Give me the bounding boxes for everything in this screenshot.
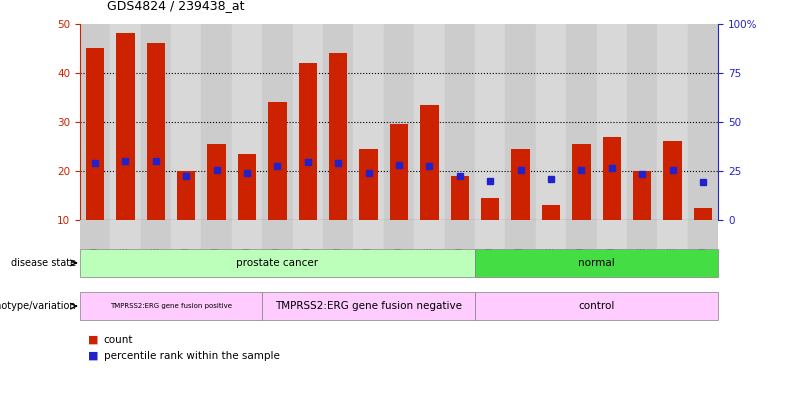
Bar <box>263 220 293 249</box>
Bar <box>323 220 354 249</box>
Bar <box>567 24 597 220</box>
Bar <box>414 220 444 249</box>
Bar <box>627 24 658 220</box>
Text: disease state: disease state <box>10 258 76 268</box>
Bar <box>444 220 475 249</box>
Bar <box>658 24 688 220</box>
Bar <box>293 220 323 249</box>
Bar <box>542 205 560 220</box>
Bar <box>231 24 263 220</box>
Bar <box>80 292 263 320</box>
Text: ■: ■ <box>88 351 98 361</box>
Text: ■: ■ <box>88 335 98 345</box>
Bar <box>597 24 627 220</box>
Bar <box>602 136 621 220</box>
Bar <box>475 24 505 220</box>
Bar <box>688 24 718 220</box>
Bar <box>293 24 323 220</box>
Bar <box>80 220 110 249</box>
Bar <box>171 220 201 249</box>
Bar <box>80 249 475 277</box>
Bar <box>263 24 293 220</box>
Bar <box>177 171 196 220</box>
Bar <box>572 144 591 220</box>
Bar <box>535 220 567 249</box>
Bar <box>658 220 688 249</box>
Text: percentile rank within the sample: percentile rank within the sample <box>104 351 279 361</box>
Bar <box>475 249 718 277</box>
Bar <box>201 24 231 220</box>
Bar <box>475 220 505 249</box>
Bar <box>384 24 414 220</box>
Bar <box>512 149 530 220</box>
Bar <box>268 102 286 220</box>
Bar <box>633 171 651 220</box>
Bar <box>354 24 384 220</box>
Bar <box>481 198 500 220</box>
Bar <box>627 220 658 249</box>
Bar <box>117 33 135 220</box>
Bar <box>663 141 681 220</box>
Bar <box>110 220 140 249</box>
Bar <box>329 53 347 220</box>
Bar <box>140 24 171 220</box>
Bar <box>390 124 408 220</box>
Bar <box>238 154 256 220</box>
Bar <box>451 176 469 220</box>
Bar <box>298 63 317 220</box>
Text: prostate cancer: prostate cancer <box>236 258 318 268</box>
Text: GDS4824 / 239438_at: GDS4824 / 239438_at <box>107 0 244 12</box>
Bar <box>505 24 535 220</box>
Bar <box>86 48 104 220</box>
Text: genotype/variation: genotype/variation <box>0 301 76 311</box>
Bar <box>567 220 597 249</box>
Bar <box>535 24 567 220</box>
Text: count: count <box>104 335 133 345</box>
Bar <box>171 24 201 220</box>
Bar <box>110 24 140 220</box>
Bar <box>231 220 263 249</box>
Bar <box>140 220 171 249</box>
Bar <box>694 208 712 220</box>
Bar <box>688 220 718 249</box>
Bar <box>263 292 475 320</box>
Bar <box>207 144 226 220</box>
Text: TMPRSS2:ERG gene fusion negative: TMPRSS2:ERG gene fusion negative <box>275 301 462 311</box>
Bar <box>444 24 475 220</box>
Bar <box>147 43 165 220</box>
Text: normal: normal <box>579 258 615 268</box>
Bar <box>414 24 444 220</box>
Bar <box>475 292 718 320</box>
Bar <box>384 220 414 249</box>
Bar <box>201 220 231 249</box>
Bar <box>359 149 377 220</box>
Bar <box>597 220 627 249</box>
Bar <box>354 220 384 249</box>
Bar <box>80 24 110 220</box>
Text: control: control <box>579 301 614 311</box>
Bar <box>505 220 535 249</box>
Text: TMPRSS2:ERG gene fusion positive: TMPRSS2:ERG gene fusion positive <box>110 303 232 309</box>
Bar <box>323 24 354 220</box>
Bar <box>421 105 439 220</box>
